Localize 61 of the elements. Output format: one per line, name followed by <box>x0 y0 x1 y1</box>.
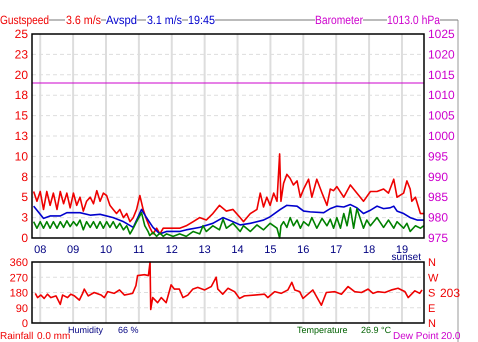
y2-tick-label: 1000 <box>428 129 456 143</box>
y-tick-label: 0 <box>21 231 28 245</box>
text: 3.1 m/s <box>147 13 186 27</box>
y-tick-label: 20 <box>14 68 28 82</box>
x-tick-label: 15 <box>264 244 277 256</box>
text: Rainfall <box>0 331 34 342</box>
y-tick-label: 13 <box>14 129 28 143</box>
y2-tick-label: 980 <box>428 210 448 225</box>
y2-tick-label: 1005 <box>428 108 456 123</box>
y-tick-label: 18 <box>14 88 28 102</box>
x-tick-label: 09 <box>66 244 80 256</box>
y-tick-label: 15 <box>14 108 28 123</box>
text: Humidity <box>68 325 104 335</box>
y-tick-label: 5 <box>21 190 28 204</box>
x-tick-label: 10 <box>100 244 112 256</box>
y2-tick-label: 1020 <box>428 47 456 62</box>
y-tick-label: 23 <box>14 47 28 62</box>
y-tick-label: 360 <box>10 257 28 269</box>
x-tick-label: 18 <box>362 244 376 256</box>
text: 203 <box>440 286 460 300</box>
y-tick-label: 3 <box>21 210 28 225</box>
text: 1013.0 hPa <box>387 13 448 27</box>
y-tick-label: 0 <box>22 318 28 330</box>
y-tick-label: 180 <box>10 288 28 300</box>
y-tick-label: 25 <box>14 27 28 41</box>
line-series <box>34 261 423 310</box>
y-tick-label: 270 <box>10 272 28 284</box>
text: W <box>428 272 439 284</box>
y2-tick-label: 975 <box>428 231 448 245</box>
text: Temperature <box>297 325 348 335</box>
y-tick-label: 8 <box>21 170 28 184</box>
y2-tick-label: 1015 <box>428 68 456 82</box>
text: Dew Point <box>393 331 439 342</box>
text: Barometer <box>315 13 372 27</box>
text: N <box>428 318 436 330</box>
x-tick-label: 13 <box>198 244 211 256</box>
y-tick-label: 90 <box>16 302 28 315</box>
y2-tick-label: 995 <box>428 149 448 164</box>
text: 19:45 <box>188 13 218 27</box>
line-series <box>32 153 424 235</box>
text: 26.9 °C <box>361 325 392 335</box>
text: Gustspeed <box>0 13 58 27</box>
text: E <box>428 302 436 315</box>
x-tick-label: 11 <box>133 244 145 256</box>
y2-tick-label: 985 <box>428 190 448 204</box>
text: 20.0 <box>441 331 461 342</box>
text: S <box>428 288 436 300</box>
text: 0.0 mm <box>37 331 70 342</box>
y-tick-label: 10 <box>14 149 28 164</box>
x-tick-label: 17 <box>330 244 342 256</box>
text: 3.6 m/s <box>66 13 106 27</box>
x-tick-label: 14 <box>231 244 244 256</box>
y2-tick-label: 1025 <box>428 27 456 41</box>
text: 66 % <box>118 325 139 335</box>
text: Avspd <box>106 13 140 27</box>
y2-tick-label: 1010 <box>428 88 456 102</box>
text: N <box>428 257 436 269</box>
x-tick-label: 16 <box>297 244 310 256</box>
y2-tick-label: 990 <box>428 170 448 184</box>
x-tick-label: 08 <box>34 244 46 256</box>
x-tick-label: 12 <box>166 244 178 256</box>
